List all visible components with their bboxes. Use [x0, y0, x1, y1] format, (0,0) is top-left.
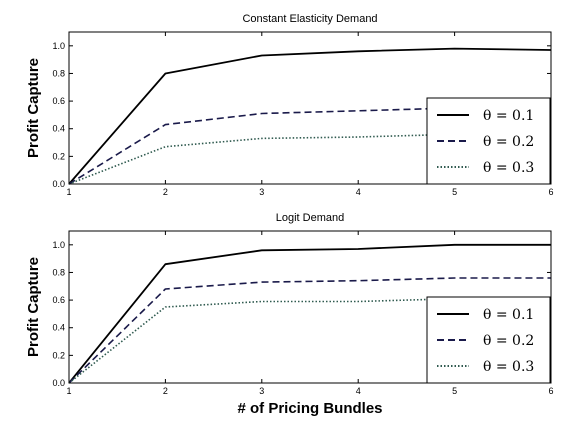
y-tick-label: 0.0 [52, 378, 65, 388]
legend-entry: θ = 0.2 [483, 333, 534, 349]
x-tick-label: 3 [259, 386, 264, 396]
x-tick-label: 2 [163, 187, 168, 197]
x-tick-label: 2 [163, 386, 168, 396]
series-line-1 [68, 47, 552, 185]
y-tick-label: 0.2 [52, 151, 65, 161]
chart-panel-2: Logit Demand Profit Capture # of Pricing B… [25, 212, 554, 417]
series-line-1 [68, 243, 551, 384]
chart-title: Constant Elasticity Demand [242, 13, 377, 25]
x-tick-label: 1 [66, 386, 71, 396]
legend-box [426, 296, 551, 384]
legend-box [426, 97, 551, 185]
legend: θ = 0.1 θ = 0.2 θ = 0.3 [426, 97, 551, 185]
y-tick-label: 0.4 [52, 323, 65, 333]
legend: θ = 0.1 θ = 0.2 θ = 0.3 [426, 296, 551, 384]
x-tick-label: 5 [452, 187, 457, 197]
plot-frame [68, 230, 552, 384]
legend-entry: θ = 0.2 [483, 134, 534, 150]
y-tick-label: 0.6 [52, 295, 65, 305]
x-tick-label: 5 [452, 386, 457, 396]
legend-entry: θ = 0.3 [483, 359, 534, 375]
x-tick-label: 3 [259, 187, 264, 197]
chart-title: Logit Demand [276, 212, 345, 224]
y-axis-label: Profit Capture [25, 58, 42, 158]
y-tick-label: 1.0 [52, 240, 65, 250]
y-tick-label: 0.8 [52, 267, 65, 277]
series-line-2 [68, 277, 551, 384]
x-tick-label: 6 [548, 187, 553, 197]
x-tick-label: 4 [356, 187, 361, 197]
legend-entry: θ = 0.1 [483, 307, 534, 323]
legend-entry: θ = 0.1 [483, 108, 534, 124]
y-tick-label: 0.8 [52, 68, 65, 78]
y-tick-label: 0.6 [52, 96, 65, 106]
y-tick-label: 0.2 [52, 350, 65, 360]
y-tick-label: 1.0 [52, 41, 65, 51]
x-tick-label: 6 [548, 386, 553, 396]
x-tick-label: 4 [356, 386, 361, 396]
x-axis-label: # of Pricing Bundles [237, 400, 382, 417]
y-tick-label: 0.4 [52, 124, 65, 134]
y-tick-label: 0.0 [52, 179, 65, 189]
chart-panel-1: Constant Elasticity Demand Profit Capture… [25, 13, 554, 197]
x-tick-label: 1 [66, 187, 71, 197]
legend-entry: θ = 0.3 [483, 160, 534, 176]
plot-frame [68, 31, 552, 185]
y-axis-label: Profit Capture [25, 257, 42, 357]
